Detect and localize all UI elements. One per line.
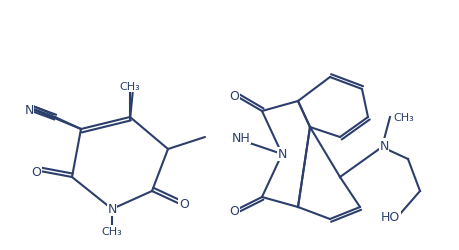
Text: O: O <box>179 198 189 211</box>
Text: CH₃: CH₃ <box>101 226 122 236</box>
Text: N: N <box>107 203 117 216</box>
Text: O: O <box>229 89 238 102</box>
Text: N: N <box>107 203 117 216</box>
Text: CH₃: CH₃ <box>392 112 413 122</box>
Text: NH: NH <box>231 131 250 144</box>
Text: CH₃: CH₃ <box>119 82 140 92</box>
Text: HO: HO <box>380 211 399 224</box>
Text: O: O <box>31 165 41 178</box>
Text: N: N <box>277 148 286 161</box>
Text: O: O <box>229 205 238 218</box>
Text: N: N <box>24 103 34 116</box>
Text: N: N <box>379 139 388 152</box>
Text: CH₃: CH₃ <box>101 228 122 238</box>
